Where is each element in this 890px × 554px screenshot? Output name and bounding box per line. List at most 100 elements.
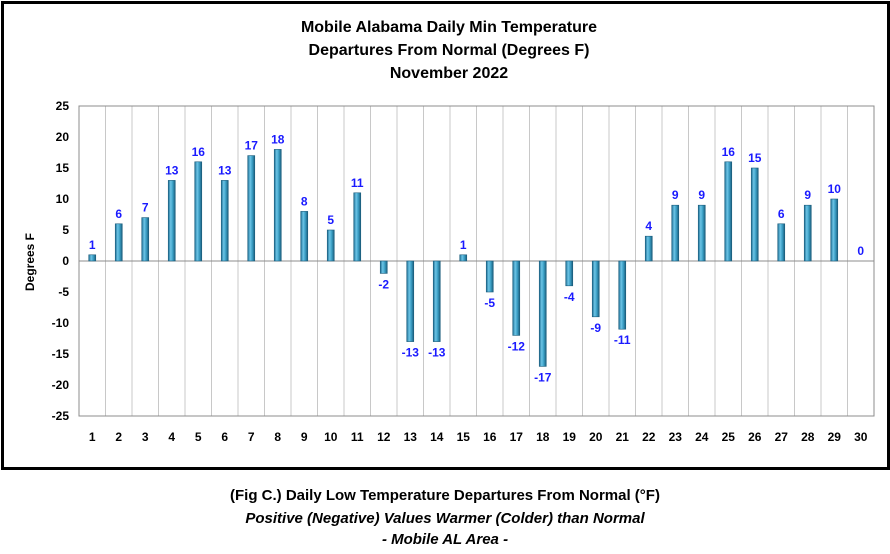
data-label: 9 [698,188,705,202]
plot-area: 2520151050-5-10-15-20-251162731341651361… [52,99,875,444]
bar [326,229,335,262]
data-label: 5 [327,213,334,227]
x-tick-label: 4 [168,430,175,444]
bar [538,260,547,367]
bar [565,260,574,287]
data-label: -2 [378,277,389,291]
x-tick-label: 17 [510,430,524,444]
data-label: 9 [672,188,679,202]
chart-title: Mobile Alabama Daily Min Temperature Dep… [301,19,597,82]
x-tick-label: 1 [89,430,96,444]
y-tick-label: -25 [52,409,70,423]
x-tick-label: 14 [430,430,444,444]
x-tick-label: 12 [377,430,391,444]
y-axis-title: Degrees F [23,233,37,291]
bar [830,198,839,262]
data-label: 1 [460,238,467,252]
x-tick-label: 27 [775,430,789,444]
y-tick-label: 20 [56,130,70,144]
x-tick-label: 26 [748,430,762,444]
bar [671,204,680,262]
data-label: 15 [748,151,762,165]
data-label: -9 [590,321,601,335]
x-tick-label: 16 [483,430,497,444]
data-label: 10 [828,182,842,196]
data-label: 6 [115,207,122,221]
data-label: -12 [508,339,526,353]
data-label: -13 [428,346,446,360]
y-tick-label: 25 [56,99,70,113]
data-label: 13 [218,163,232,177]
data-label: -5 [484,296,495,310]
data-label: 9 [804,188,811,202]
data-label: -4 [564,290,575,304]
bar [750,167,759,262]
bar [432,260,441,342]
bar [459,254,468,262]
bar [618,260,627,330]
bar [777,223,786,262]
x-tick-label: 5 [195,430,202,444]
bar [406,260,415,342]
bar [512,260,521,336]
bar [697,204,706,262]
data-label: -13 [402,346,420,360]
bar [167,180,176,262]
x-tick-label: 20 [589,430,603,444]
y-tick-label: -20 [52,378,70,392]
x-tick-label: 9 [301,430,308,444]
chart-title-line-1: Mobile Alabama Daily Min Temperature [301,19,597,36]
data-label: 11 [351,176,364,190]
y-tick-label: 15 [56,161,70,175]
data-label: 7 [142,201,149,215]
x-tick-label: 15 [457,430,471,444]
bar [194,161,203,262]
x-tick-label: 25 [722,430,736,444]
data-label: 17 [245,139,259,153]
bar [353,192,362,262]
data-label: 13 [165,163,179,177]
bar [591,260,600,318]
x-tick-label: 6 [221,430,228,444]
chart-frame: Mobile Alabama Daily Min Temperature Dep… [1,1,890,470]
x-tick-label: 22 [642,430,656,444]
data-label: 18 [271,132,285,146]
x-tick-label: 3 [142,430,149,444]
bar [644,235,653,262]
y-tick-label: -5 [58,285,69,299]
y-tick-label: 10 [56,192,70,206]
x-tick-label: 24 [695,430,709,444]
data-label: -11 [614,333,631,347]
x-tick-label: 13 [404,430,418,444]
figure-caption-subtitle: Positive (Negative) Values Warmer (Colde… [245,510,645,527]
data-label: 16 [722,145,736,159]
bar-chart: Mobile Alabama Daily Min Temperature Dep… [23,19,875,444]
x-tick-label: 30 [854,430,868,444]
x-tick-label: 29 [828,430,842,444]
data-label: 0 [857,244,864,258]
chart-title-line-3: November 2022 [390,65,508,82]
x-tick-label: 21 [616,430,630,444]
bar [803,204,812,262]
bar [379,260,388,274]
bar [247,155,256,262]
x-tick-label: 19 [563,430,577,444]
bar [114,223,123,262]
data-label: 8 [301,194,308,208]
figure-caption: (Fig C.) Daily Low Temperature Departure… [230,487,660,504]
data-label: 6 [778,207,785,221]
y-tick-label: -10 [52,316,70,330]
bar [141,217,150,262]
x-tick-label: 2 [115,430,122,444]
y-tick-label: -15 [52,347,70,361]
y-tick-label: 0 [62,254,69,268]
bar [220,180,229,262]
data-label: 1 [89,238,96,252]
x-tick-label: 28 [801,430,815,444]
data-label: -17 [534,370,552,384]
bar [300,211,309,262]
figure-caption-area: - Mobile AL Area - [381,531,509,548]
data-label: 4 [645,219,652,233]
bar [724,161,733,262]
x-tick-label: 18 [536,430,550,444]
